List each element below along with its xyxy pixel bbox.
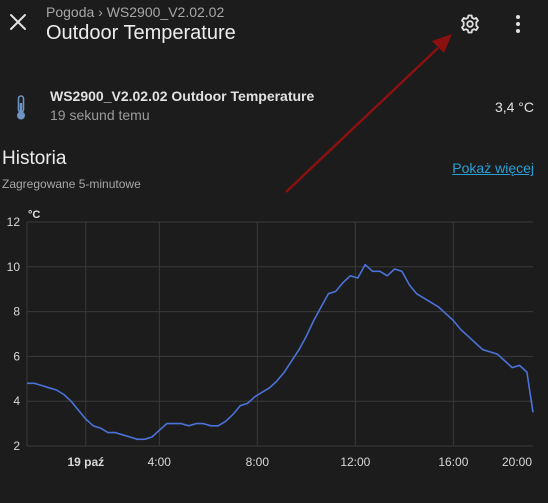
dialog-header: Pogoda › WS2900_V2.02.02 Outdoor Tempera… [0,0,548,50]
chart-axes: 2 4 6 8 10 12 19 paź 4:00 8:00 12:00 16:00 20:00 [7,215,533,469]
entity-last-changed: 19 sekund temu [50,107,150,123]
x-tick-label: 19 paź [67,455,104,469]
y-tick-label: 2 [13,439,20,453]
history-title: Historia [2,148,67,169]
show-more-link[interactable]: Pokaż więcej [452,160,534,176]
entity-row: WS2900_V2.02.02 Outdoor Temperature 19 s… [0,80,548,130]
chart-grid [26,221,533,447]
entity-state: 3,4 °C [494,99,534,115]
more-vertical-icon [516,15,520,33]
y-tick-label: 12 [7,215,21,229]
temperature-history-chart[interactable]: 2 4 6 8 10 12 19 paź 4:00 8:00 12:00 16:00 20:00 °C [0,200,548,480]
more-options-button[interactable] [506,10,530,38]
page-title: Outdoor Temperature [46,22,236,44]
x-tick-label: 20:00 [502,455,532,469]
x-tick-label: 4:00 [148,455,172,469]
y-tick-label: 8 [13,305,20,319]
breadcrumb: Pogoda › WS2900_V2.02.02 [46,4,225,20]
y-tick-label: 10 [7,260,21,274]
close-button[interactable] [6,10,30,34]
y-tick-label: 6 [13,349,20,363]
x-tick-label: 16:00 [438,455,468,469]
chart-series [27,263,534,441]
entity-name: WS2900_V2.02.02 Outdoor Temperature [50,88,315,104]
x-tick-label: 12:00 [340,455,370,469]
settings-button[interactable] [456,10,484,38]
thermometer-icon [17,95,25,120]
y-tick-label: 4 [13,394,20,408]
series-line [27,263,534,441]
y-axis-label: °C [28,209,40,221]
x-tick-label: 8:00 [246,455,270,469]
close-icon [10,14,26,30]
history-subtitle: Zagregowane 5-minutowe [2,177,141,191]
gear-icon [461,14,479,34]
